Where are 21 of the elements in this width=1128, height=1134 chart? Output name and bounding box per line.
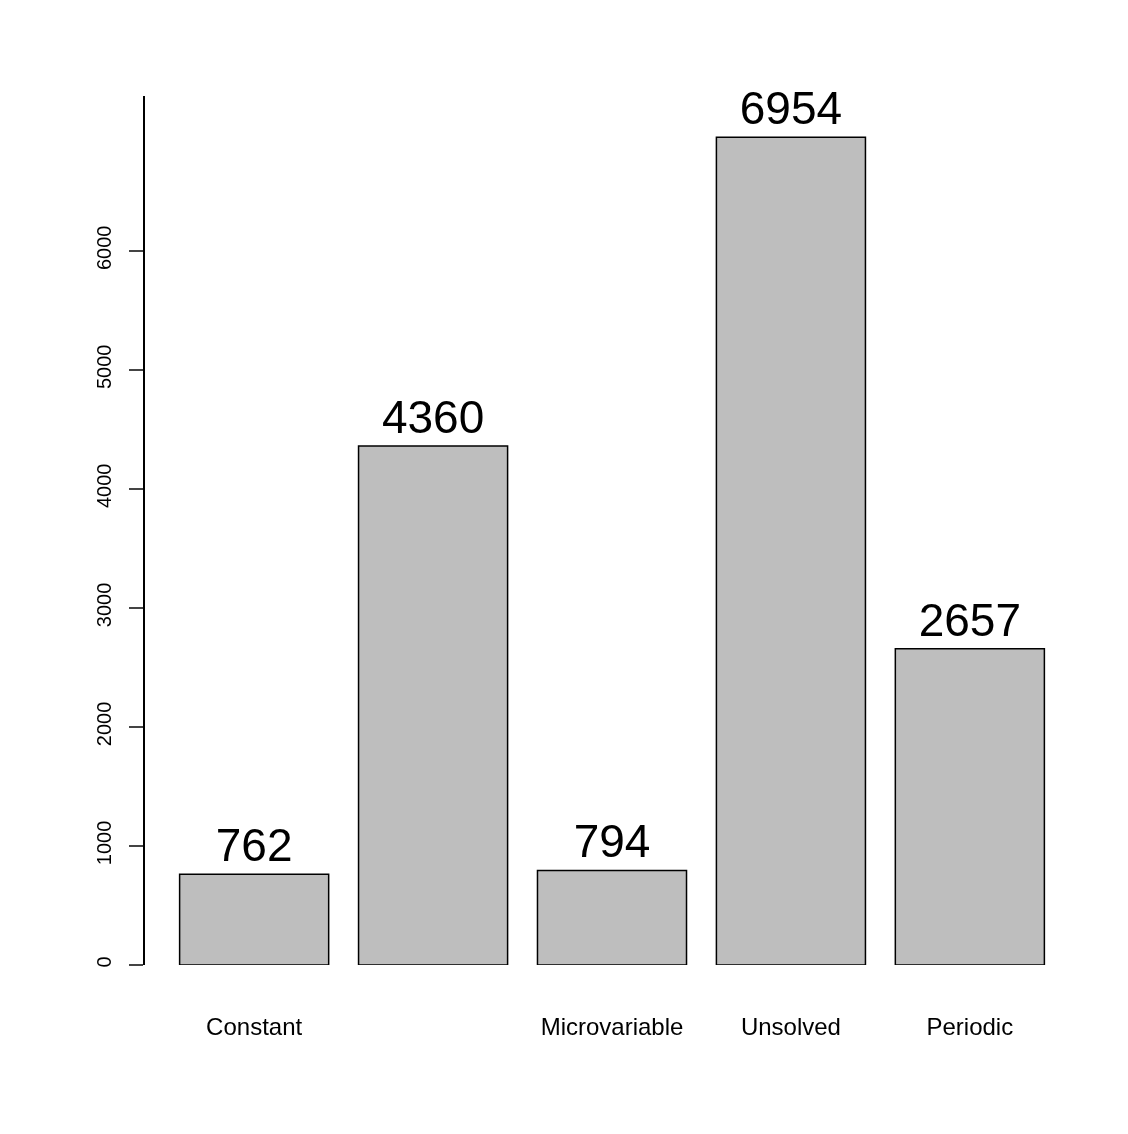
y-tick-label: 3000 <box>93 582 116 628</box>
y-tick-label: 4000 <box>93 463 116 509</box>
x-tick-label: Unsolved <box>740 1013 841 1040</box>
y-tick-label: 6000 <box>93 225 116 270</box>
bar <box>894 647 1046 965</box>
data-label: 4360 <box>381 390 485 443</box>
bar <box>715 136 867 965</box>
data-label: 794 <box>573 815 651 868</box>
y-tick-label: 2000 <box>93 701 116 747</box>
y-tick-label: 0 <box>93 956 116 968</box>
data-label: 6954 <box>739 82 843 135</box>
y-tick-label: 1000 <box>93 820 116 866</box>
data-label: 2657 <box>918 593 1022 646</box>
x-tick-label: Periodic <box>926 1013 1014 1040</box>
bar <box>178 873 330 965</box>
y-tick-label: 5000 <box>93 344 116 390</box>
x-tick-label: Constant <box>206 1013 303 1040</box>
x-tick-label: Microvariable <box>540 1013 684 1040</box>
data-label: 762 <box>215 819 293 872</box>
bar <box>357 445 509 965</box>
bar <box>536 869 688 965</box>
